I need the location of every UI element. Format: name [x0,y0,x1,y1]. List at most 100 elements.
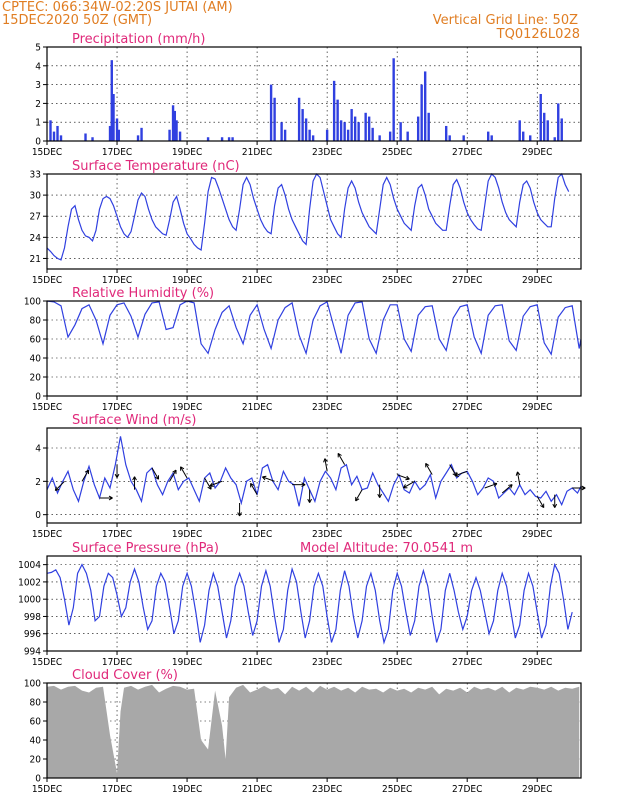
wind-arrow [425,462,433,475]
precip-bar [171,105,175,141]
precip-bar [311,135,315,141]
precip-bar [108,125,112,141]
y-tick-label: 27 [30,212,41,223]
precip-bar [332,80,336,141]
x-tick-label: 19DEC [172,529,202,540]
x-tick-label: 19DEC [172,657,202,668]
precip-bar [346,129,350,141]
x-tick-label: 29DEC [522,275,552,286]
x-tick-label: 23DEC [312,275,342,286]
y-tick-label: 100 [24,679,41,690]
wind-arrow [355,489,363,502]
y-tick-label: 994 [24,647,41,658]
precip-bar [444,125,448,141]
x-tick-label: 25DEC [382,147,412,158]
wind-arrow [515,471,521,485]
y-tick-label: 996 [24,629,41,640]
precip-bar [392,58,395,141]
y-tick-label: 80 [30,698,42,709]
precip-bar [557,103,560,141]
header-location: CPTEC: 066:34W-02:20S JUTAI (AM) [2,0,233,15]
wind-arrow [323,458,328,472]
panel-frame [46,682,582,779]
precip-bar [448,135,451,141]
y-tick-label: 20 [30,755,42,766]
precip-bar [529,135,532,141]
precip-bar [416,116,420,141]
y-tick-label: 100 [24,297,41,308]
header-model-id: TQ0126L028 [496,27,580,42]
precip-bar [115,118,119,141]
precip-bar [173,110,177,141]
x-tick-label: 21DEC [242,784,272,795]
x-tick-label: 27DEC [452,657,482,668]
precip-bar [378,135,381,141]
precip-bar [350,109,353,141]
wind-arrow [552,494,558,508]
x-tick-label: 15DEC [32,402,62,413]
y-tick-label: 5 [35,43,41,54]
x-tick-label: 19DEC [172,147,202,158]
wind-arrow [396,474,410,481]
precip-bar [49,120,52,141]
x-tick-label: 21DEC [242,402,272,413]
precip-bar [206,137,210,141]
precip-bar [518,120,521,141]
precip-bar [136,135,140,141]
y-tick-label: 20 [30,373,42,384]
precip-bar [546,120,549,141]
x-tick-label: 17DEC [102,784,132,795]
x-tick-label: 21DEC [242,657,272,668]
y-tick-label: 1004 [18,560,41,571]
y-tick-label: 2 [35,99,41,110]
panel-annotation: Model Altitude: 70.0541 m [300,541,473,556]
x-tick-label: 15DEC [32,529,62,540]
x-tick-label: 17DEC [102,529,132,540]
x-tick-label: 25DEC [382,275,412,286]
x-tick-label: 17DEC [102,275,132,286]
panel-frame [46,427,582,524]
panel-pressure: Surface Pressure (hPa) Model Altitude: 70… [18,541,582,668]
precip-bar [343,122,346,141]
x-tick-label: 27DEC [452,147,482,158]
panel-precipitation: Precipitation (mm/h) 0 1 2 3 4 5 15DEC 17DEC 19DE… [32,32,582,158]
y-tick-label: 80 [30,316,42,327]
wind-arrow [204,477,212,490]
x-tick-label: 27DEC [452,275,482,286]
precip-bar [462,135,465,141]
x-tick-label: 19DEC [172,402,202,413]
precip-bar [297,97,301,141]
x-tick-label: 15DEC [32,784,62,795]
precip-bar [427,112,430,141]
precip-bar [110,60,113,141]
wind-arrow [99,495,113,501]
panel-wind: Surface Wind (m/s) 0 2 4 15DEC 17DEC 19DEC 21DE… [32,413,586,540]
precip-bar [301,109,304,141]
precip-bar [406,131,409,141]
panel-frame [46,300,582,397]
x-tick-label: 17DEC [102,402,132,413]
x-tick-label: 29DEC [522,529,552,540]
precip-bar [336,99,339,141]
y-tick-label: 60 [30,717,42,728]
y-tick-label: 4 [35,61,41,72]
y-tick-label: 0 [35,510,41,521]
x-tick-label: 25DEC [382,402,412,413]
precip-bar [84,133,87,141]
wind-arrow [132,476,137,490]
y-tick-label: 998 [24,612,41,623]
y-tick-label: 40 [30,354,42,365]
precip-bar [117,129,120,141]
x-tick-label: 25DEC [382,657,412,668]
x-tick-label: 15DEC [32,275,62,286]
header-grid-note: Vertical Grid Line: 50Z [433,13,578,28]
x-tick-label: 21DEC [242,147,272,158]
precip-bar [56,125,59,141]
y-tick-label: 24 [30,233,42,244]
wind-line [46,436,582,507]
x-tick-label: 29DEC [522,147,552,158]
precip-bar [423,71,427,141]
wind-arrow [262,475,275,482]
x-tick-label: 21DEC [242,275,272,286]
